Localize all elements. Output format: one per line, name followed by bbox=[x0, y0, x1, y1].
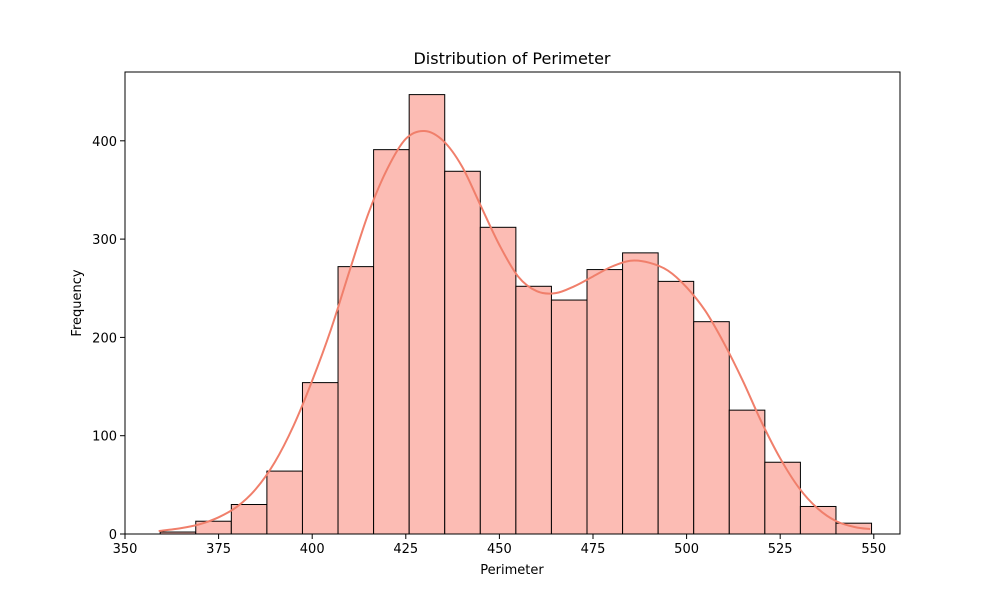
histogram-bar bbox=[408, 94, 446, 535]
histogram-bar bbox=[764, 461, 801, 535]
x-tick-label: 475 bbox=[581, 542, 606, 557]
y-tick-label: 300 bbox=[92, 233, 117, 248]
x-tick-label: 375 bbox=[206, 542, 231, 557]
x-tick-label: 525 bbox=[768, 542, 793, 557]
y-axis-label: Frequency bbox=[70, 269, 85, 336]
histogram-bar bbox=[230, 504, 268, 535]
histogram-bar bbox=[266, 470, 303, 535]
histogram-bar bbox=[657, 280, 695, 535]
y-tick-label: 400 bbox=[92, 135, 117, 150]
x-tick-label: 425 bbox=[393, 542, 418, 557]
x-axis-label: Perimeter bbox=[480, 563, 544, 578]
histogram-bar bbox=[479, 226, 517, 535]
plot-frame bbox=[124, 71, 901, 535]
x-tick-label: 500 bbox=[674, 542, 699, 557]
histogram-bar bbox=[515, 285, 552, 535]
y-axis-ticks: 0 100 200 300 400 bbox=[92, 135, 125, 543]
y-tick-label: 200 bbox=[92, 331, 117, 346]
histogram-bar bbox=[728, 409, 766, 535]
bars bbox=[159, 94, 873, 535]
x-tick-label: 350 bbox=[113, 542, 138, 557]
y-tick-label: 0 bbox=[109, 528, 117, 543]
histogram-bar bbox=[444, 170, 481, 535]
histogram-bar bbox=[799, 505, 837, 535]
kde-line bbox=[158, 129, 871, 533]
histogram-bar bbox=[622, 252, 659, 535]
histogram-bar bbox=[693, 321, 730, 535]
histogram-bar bbox=[337, 266, 375, 535]
x-tick-label: 450 bbox=[487, 542, 512, 557]
chart-title: Distribution of Perimeter bbox=[413, 49, 610, 68]
histogram-bar bbox=[373, 149, 410, 535]
x-tick-label: 550 bbox=[861, 542, 886, 557]
x-tick-label: 400 bbox=[300, 542, 325, 557]
x-axis-ticks: 350 375 400 425 450 475 500 525 550 bbox=[113, 534, 886, 557]
histogram-bar bbox=[550, 299, 588, 535]
histogram-bar bbox=[586, 269, 624, 535]
histogram-bar bbox=[301, 382, 339, 535]
y-tick-label: 100 bbox=[92, 430, 117, 445]
